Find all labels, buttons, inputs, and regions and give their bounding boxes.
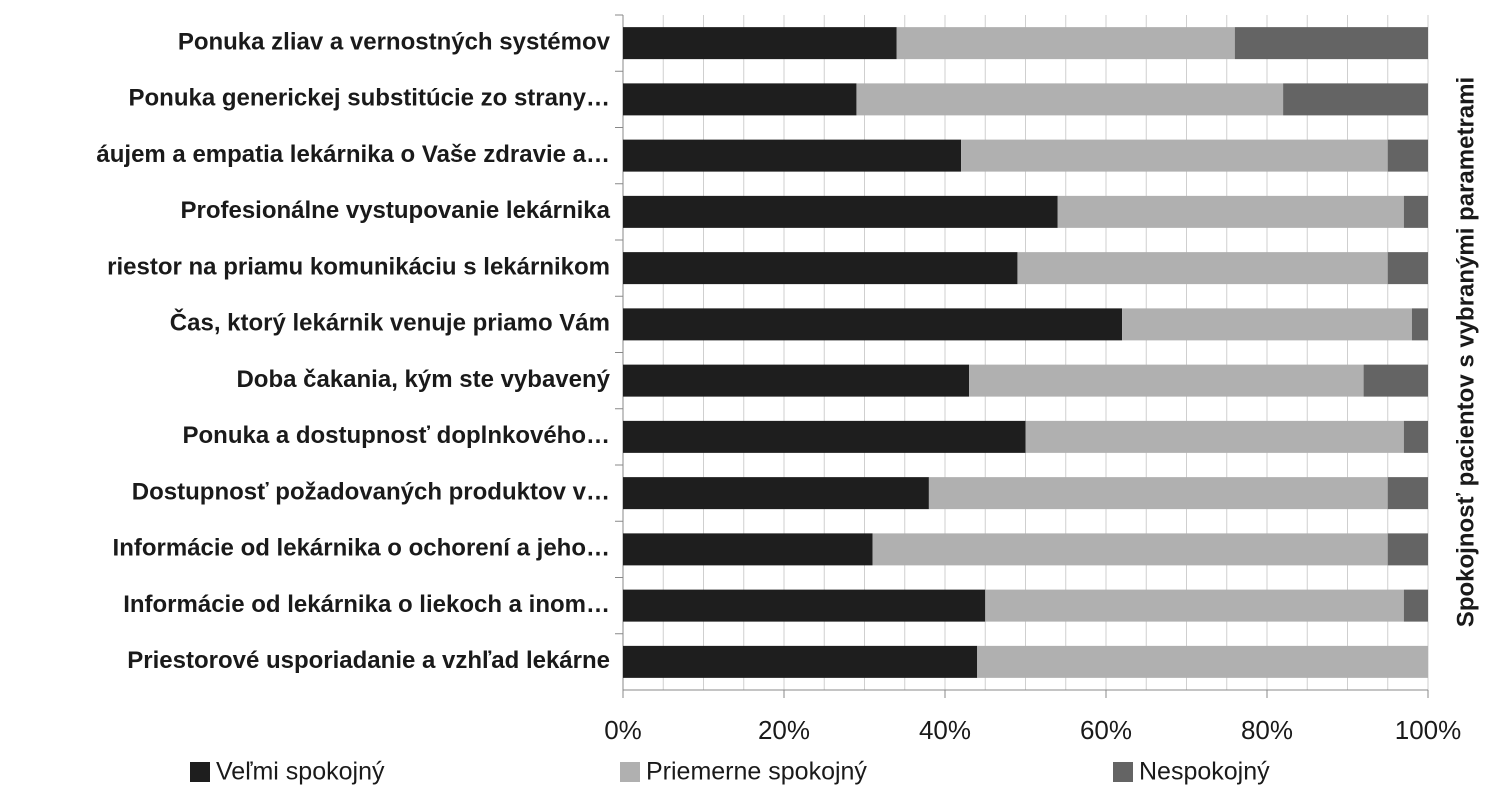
y-tick-label: Doba čakania, kým ste vybavený — [236, 366, 610, 393]
y-tick-label: Čas, ktorý lekárnik venuje priamo Vám — [170, 309, 610, 337]
bar-segment — [1387, 139, 1428, 172]
legend-swatch — [620, 762, 640, 782]
bar-segment — [1122, 308, 1412, 341]
y-tick-label: Ponuka generickej substitúcie zo strany… — [129, 85, 610, 112]
legend-label: Priemerne spokojný — [646, 758, 867, 786]
bar-segment — [1234, 27, 1428, 60]
y-tick-label: Ponuka zliav a vernostných systémov — [178, 28, 611, 55]
bar-segment — [872, 533, 1388, 566]
bar-segment — [1411, 308, 1428, 341]
x-tick-label: 100% — [1395, 715, 1462, 745]
bar-segment — [623, 477, 929, 510]
bar-segment — [961, 139, 1388, 172]
x-tick-label: 20% — [758, 715, 810, 745]
legend-swatch — [190, 762, 210, 782]
y-axis-title: Spokojnosť pacientov s vybranými paramet… — [1452, 77, 1479, 627]
bar-segment — [623, 308, 1123, 341]
bar-segment — [623, 533, 873, 566]
bar-segment — [977, 645, 1428, 678]
legend-swatch — [1113, 762, 1133, 782]
bar-segment — [623, 364, 970, 397]
y-tick-label: áujem a empatia lekárnika o Vaše zdravie… — [96, 141, 610, 168]
bar-segment — [985, 589, 1404, 622]
y-tick-label: Ponuka a dostupnosť doplnkového… — [182, 422, 610, 449]
bar-segment — [1403, 589, 1428, 622]
legend-label: Veľmi spokojný — [216, 758, 385, 786]
y-tick-label: Dostupnosť požadovaných produktov v… — [132, 478, 610, 505]
bar-segment — [1017, 252, 1388, 285]
bar-segment — [623, 645, 978, 678]
y-tick-label: Informácie od lekárnika o liekoch a inom… — [123, 591, 610, 618]
bar-segment — [1025, 420, 1404, 453]
legend-label: Nespokojný — [1139, 758, 1270, 786]
y-tick-label: Priestorové usporiadanie a vzhľad lekárn… — [127, 647, 610, 674]
bar-segment — [623, 139, 962, 172]
y-tick-label: riestor na priamu komunikáciu s lekárnik… — [107, 253, 610, 280]
bar-segment — [1403, 420, 1428, 453]
y-tick-label: Profesionálne vystupovanie lekárnika — [180, 197, 610, 224]
x-tick-label: 80% — [1241, 715, 1293, 745]
bar-segment — [1283, 83, 1428, 116]
bar-segment — [623, 27, 897, 60]
bar-segment — [1387, 477, 1428, 510]
bar-segment — [623, 83, 857, 116]
bar-segment — [856, 83, 1284, 116]
bar-segment — [896, 27, 1235, 60]
y-tick-label: Informácie od lekárnika o ochorení a jeh… — [113, 535, 610, 562]
bar-segment — [623, 252, 1018, 285]
x-tick-label: 0% — [604, 715, 642, 745]
bar-segment — [1387, 533, 1428, 566]
bar-segment — [623, 195, 1058, 228]
bar-segment — [1363, 364, 1428, 397]
bar-segment — [623, 589, 986, 622]
bar-segment — [1387, 252, 1428, 285]
x-tick-label: 40% — [919, 715, 971, 745]
x-tick-label: 60% — [1080, 715, 1132, 745]
bar-segment — [969, 364, 1364, 397]
bar-segment — [928, 477, 1388, 510]
bar-segment — [1403, 195, 1428, 228]
bar-segment — [1057, 195, 1404, 228]
bar-segment — [623, 420, 1026, 453]
